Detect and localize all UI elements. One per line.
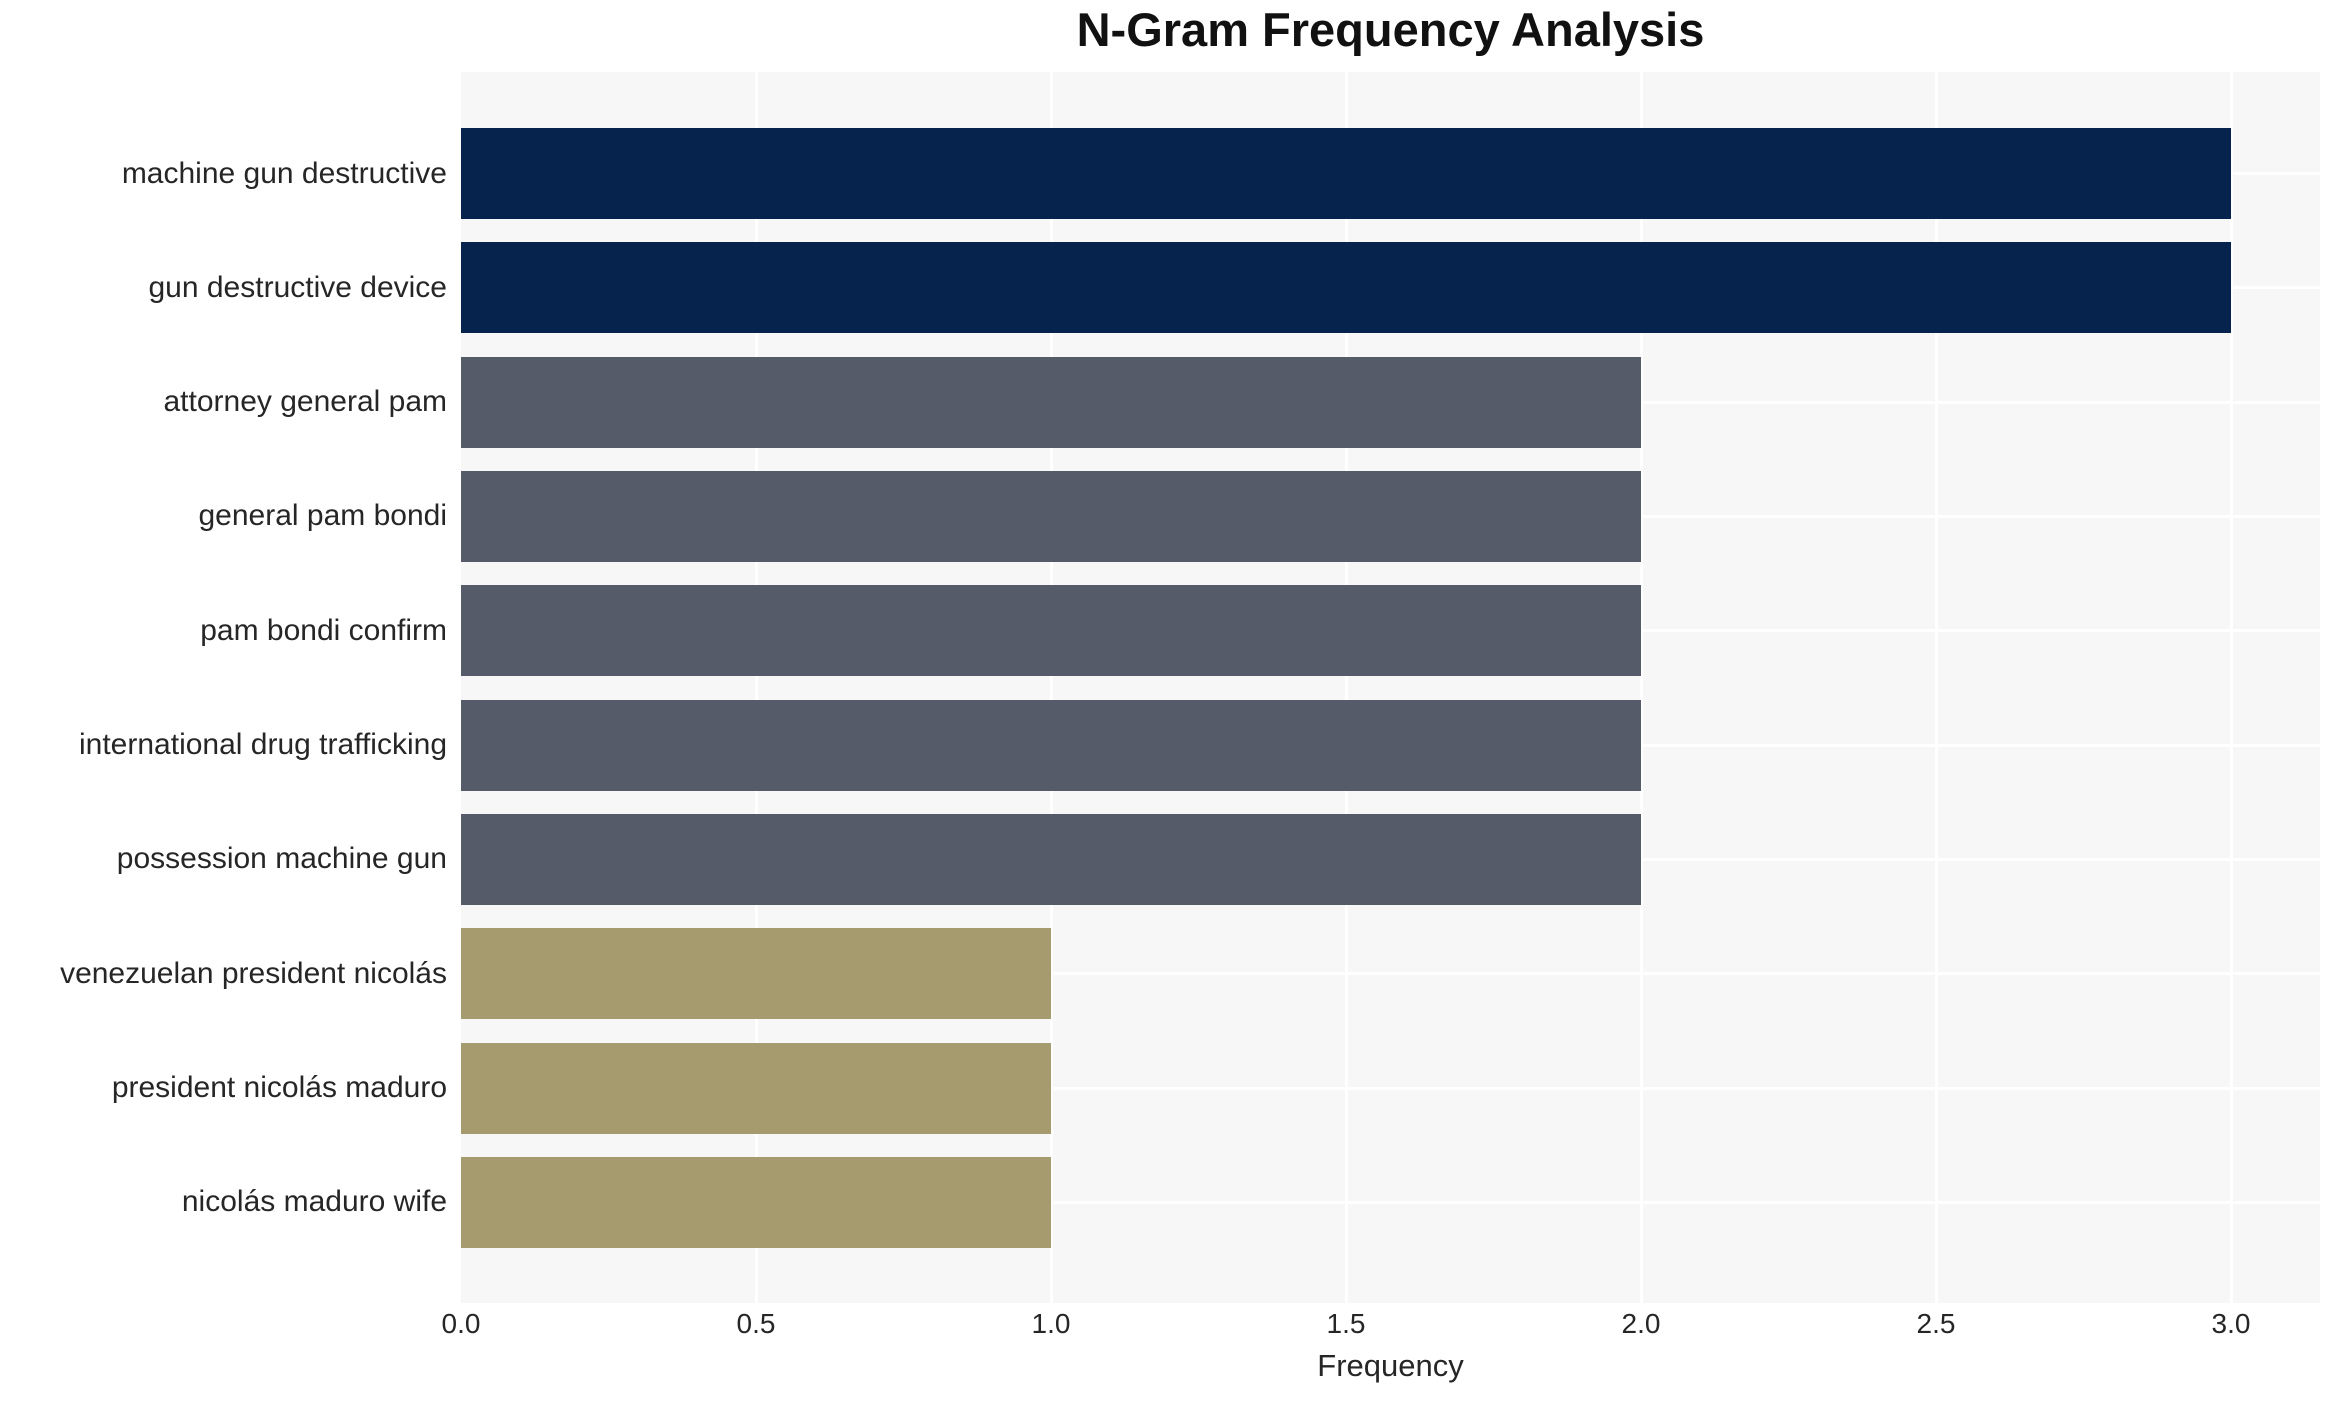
plot-area [461, 72, 2320, 1303]
bar [461, 928, 1051, 1020]
gridline-vertical [2229, 72, 2233, 1303]
gridline-vertical [1934, 72, 1938, 1303]
bar [461, 813, 1641, 905]
x-tick-label: 2.0 [1621, 1308, 1661, 1339]
x-tick-label: 3.0 [2211, 1308, 2251, 1339]
bar [461, 356, 1641, 448]
gridline-horizontal [461, 972, 2320, 976]
y-axis-label: gun destructive device [148, 270, 447, 304]
y-axis-label: president nicolás maduro [111, 1071, 447, 1105]
y-axis-label: pam bondi confirm [200, 613, 447, 647]
bar [461, 470, 1641, 562]
y-axis-label: venezuelan president nicolás [60, 956, 447, 990]
bar [461, 1156, 1051, 1248]
gridline-vertical [1344, 72, 1348, 1303]
bar [461, 242, 2231, 334]
y-axis-label: general pam bondi [198, 499, 447, 533]
gridline-vertical [754, 72, 758, 1303]
gridline-vertical [1049, 72, 1053, 1303]
y-axis-label: possession machine gun [116, 842, 447, 876]
chart-title: N-Gram Frequency Analysis [1076, 3, 1705, 56]
gridline-horizontal [461, 1086, 2320, 1090]
x-tick-label: 1.0 [1031, 1308, 1071, 1339]
bar [461, 699, 1641, 791]
bar [461, 585, 1641, 677]
x-tick-label: 0.5 [736, 1308, 776, 1339]
y-axis-label: machine gun destructive [121, 156, 447, 190]
x-tick-label: 1.5 [1326, 1308, 1366, 1339]
y-axis-label: attorney general pam [163, 385, 447, 419]
y-axis-label: international drug trafficking [79, 728, 447, 762]
x-tick-label: 2.5 [1916, 1308, 1956, 1339]
bar [461, 1042, 1051, 1134]
bar [461, 128, 2231, 219]
x-axis-title: Frequency [1317, 1348, 1464, 1383]
gridline-horizontal [461, 1200, 2320, 1204]
gridline-vertical [1639, 72, 1643, 1303]
x-tick-label: 0.0 [441, 1308, 481, 1339]
y-axis-label: nicolás maduro wife [181, 1185, 447, 1219]
